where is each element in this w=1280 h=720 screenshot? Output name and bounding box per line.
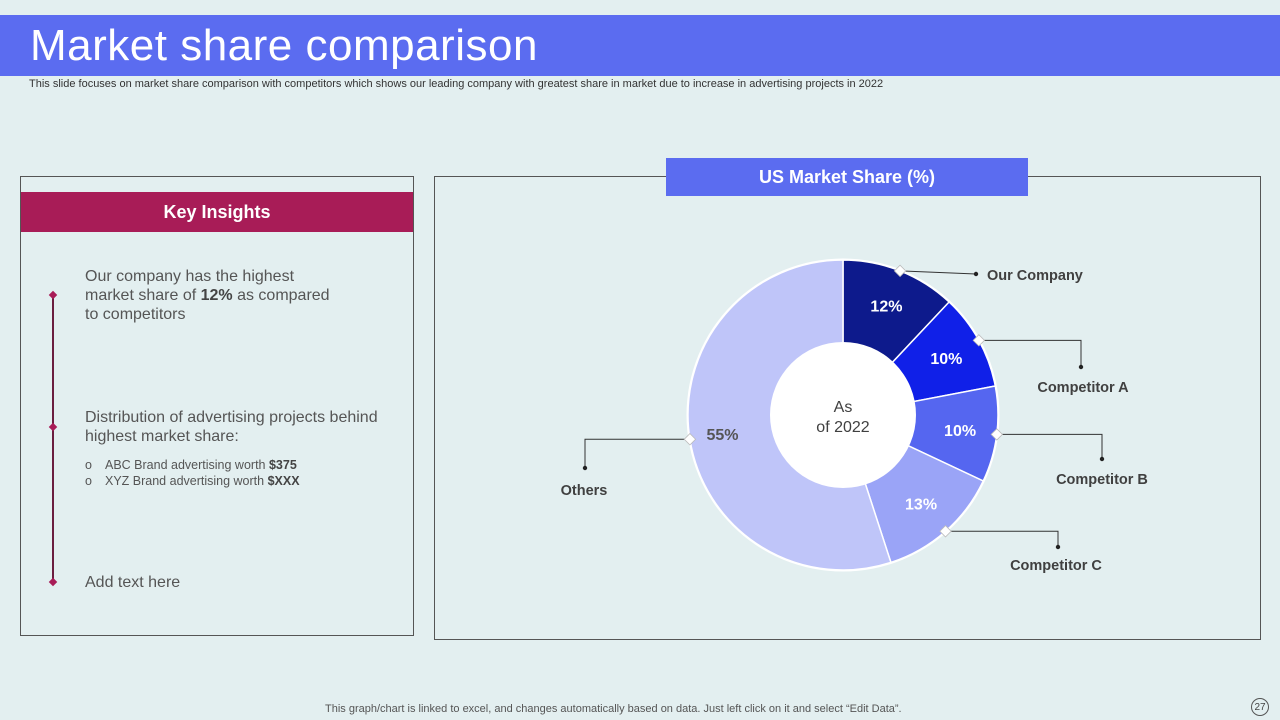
slice-value-label: 10% <box>944 423 976 440</box>
leader-line <box>996 433 1103 459</box>
donut-hole <box>770 342 916 488</box>
slide-subtitle: This slide focuses on market share compa… <box>29 78 884 90</box>
insight-item-2: Distribution of advertising projects beh… <box>85 408 378 446</box>
leader-line <box>978 339 1082 367</box>
leader-diamond <box>990 428 1004 441</box>
footer-note: This graph/chart is linked to excel, and… <box>325 703 902 715</box>
slice-value-label: 55% <box>706 427 738 444</box>
legend-entry: Competitor B <box>1056 472 1148 488</box>
leader-dot <box>1078 364 1084 370</box>
center-label: As <box>834 399 853 416</box>
insight-1-line-1: Our company has the highest <box>85 268 295 285</box>
sublist-item-2: o XYZ Brand advertising worth $XXX <box>85 473 300 489</box>
leader-line <box>900 270 977 275</box>
insight-2-line-1: Distribution of advertising projects beh… <box>85 409 378 426</box>
insight-1-line-2-post: as compared <box>232 287 330 304</box>
leader-diamond <box>893 264 907 278</box>
insight-item-1: Our company has the highest market share… <box>85 267 330 324</box>
legend-entry: Others <box>561 483 608 499</box>
leader-dot <box>1055 544 1061 550</box>
slice-value-label: 10% <box>930 351 962 368</box>
insight-1-line-3: to competitors <box>85 306 186 323</box>
sublist-value-2: $XXX <box>267 474 300 488</box>
insight-2-line-2: highest market share: <box>85 428 239 445</box>
timeline-line <box>52 294 54 581</box>
key-insights-panel: Key Insights Our company has the highest… <box>20 176 414 636</box>
sublist-marker-1: o <box>85 458 92 472</box>
sublist-text-2: XYZ Brand advertising worth <box>105 474 268 488</box>
insight-1-line-2: market share of 12% as compared <box>85 286 330 305</box>
legend-entry: Our Company <box>987 268 1083 284</box>
sublist-text-1: ABC Brand advertising worth <box>105 458 269 472</box>
leader-dot <box>973 271 979 277</box>
leader-dot <box>582 465 588 471</box>
page-number: 27 <box>1251 698 1269 716</box>
center-label: of 2022 <box>816 419 869 436</box>
legend-entry: Competitor C <box>1010 558 1102 574</box>
insight-2-sublist: o ABC Brand advertising worth $375 o XYZ… <box>85 457 300 489</box>
leader-dot <box>1099 456 1105 462</box>
leader-line <box>945 530 1059 547</box>
sublist-marker-2: o <box>85 474 92 488</box>
leader-line <box>584 438 690 468</box>
insight-1-highlight: 12% <box>200 287 233 304</box>
insight-1-line-2-pre: market share of <box>85 287 201 304</box>
key-insights-header: Key Insights <box>21 192 413 232</box>
sublist-item-1: o ABC Brand advertising worth $375 <box>85 457 300 473</box>
title-bar: Market share comparison <box>0 15 1280 76</box>
slice-value-label: 13% <box>905 497 937 514</box>
legend-entry: Competitor A <box>1037 380 1129 396</box>
insight-item-3: Add text here <box>85 574 181 591</box>
leader-diamond <box>939 525 952 538</box>
leader-diamond <box>972 334 986 347</box>
chart-title: US Market Share (%) <box>666 158 1028 196</box>
page-title: Market share comparison <box>30 21 538 70</box>
sublist-value-1: $375 <box>268 458 297 472</box>
leader-diamond <box>683 433 697 446</box>
slice-value-label: 12% <box>870 298 902 315</box>
